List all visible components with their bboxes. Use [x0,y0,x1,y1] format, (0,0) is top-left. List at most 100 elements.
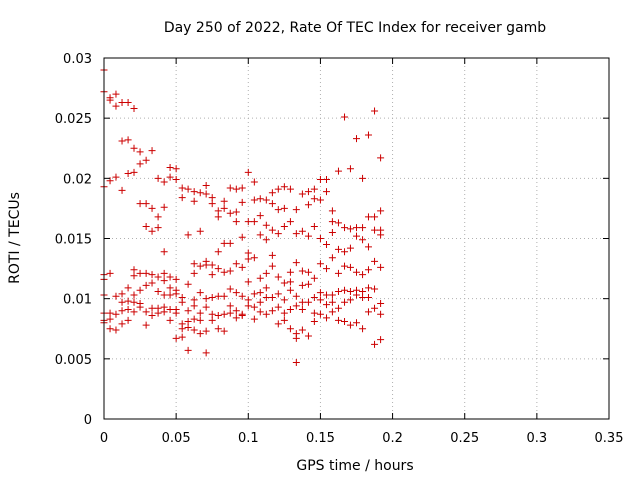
data-point [377,231,385,239]
data-point [244,168,252,176]
data-point [136,303,144,311]
data-point [130,105,138,113]
data-point [124,297,132,305]
data-point [238,292,246,300]
data-point [286,278,294,286]
data-point [292,358,300,366]
data-point [280,279,288,287]
data-point [298,281,306,289]
data-point [364,266,372,274]
data-point [124,316,132,324]
y-tick-label: 0.02 [63,172,92,187]
data-point [208,261,216,269]
data-point [353,291,360,299]
data-point [214,265,222,273]
data-point [250,303,258,311]
data-point [256,231,264,239]
data-point [371,107,379,115]
data-point [262,236,270,244]
data-point [274,206,282,214]
data-point [328,207,336,215]
data-point [268,200,276,208]
data-point [341,113,349,121]
data-point [364,308,372,316]
data-point [160,269,168,277]
data-point [130,168,138,176]
data-point [346,263,354,271]
data-point [238,263,246,271]
data-point [334,219,342,227]
y-tick-label: 0.03 [63,52,92,67]
data-point [232,314,240,322]
data-point [364,213,372,221]
data-point [208,194,216,202]
data-point [220,239,228,247]
data-point [106,315,114,323]
data-point [202,190,210,198]
data-point [202,295,210,303]
data-point [202,327,210,335]
data-point [148,312,156,320]
data-point [250,315,258,323]
data-point [334,287,342,295]
data-point [214,292,222,300]
data-point [226,209,234,217]
data-point [304,232,312,240]
data-point [346,225,354,233]
data-point [244,296,252,304]
data-point [316,296,324,304]
data-point [118,186,126,194]
y-tick-label: 0 [84,413,92,428]
data-point [346,296,354,304]
data-point [244,302,252,310]
data-point [214,207,222,215]
data-point [274,320,282,328]
data-point [214,213,222,221]
data-point [292,259,300,267]
data-point [190,188,198,196]
data-point [220,268,228,276]
data-point [154,224,162,232]
data-point [190,269,198,277]
data-point [106,325,114,333]
data-point [280,296,288,304]
data-point [256,289,264,297]
data-point [118,99,126,107]
data-point [286,325,294,333]
data-point [334,269,342,277]
data-point [112,102,120,110]
data-point [280,183,288,191]
data-point [184,231,192,239]
data-point [232,208,240,216]
data-point [244,218,252,226]
data-point [292,292,300,300]
data-point [359,174,367,182]
data-point [292,334,300,342]
data-point [160,308,168,316]
data-point [377,263,385,271]
data-point [208,200,216,208]
data-point [304,188,312,196]
data-point [184,324,192,332]
data-point [328,291,336,299]
data-point [346,165,354,173]
data-point [334,316,342,324]
data-point [118,307,126,315]
data-point [328,298,336,306]
data-point [346,321,354,329]
data-point [371,285,379,293]
data-point [298,190,306,198]
data-point [268,189,276,197]
data-point [196,289,204,297]
data-point [184,280,192,288]
data-point [250,196,258,204]
data-point [371,213,379,221]
data-point [359,271,367,279]
data-point [130,291,138,299]
data-point [226,184,234,192]
data-point [112,292,120,300]
data-point [364,293,372,301]
data-point [130,308,138,316]
data-point [172,275,180,283]
data-point [190,315,198,323]
